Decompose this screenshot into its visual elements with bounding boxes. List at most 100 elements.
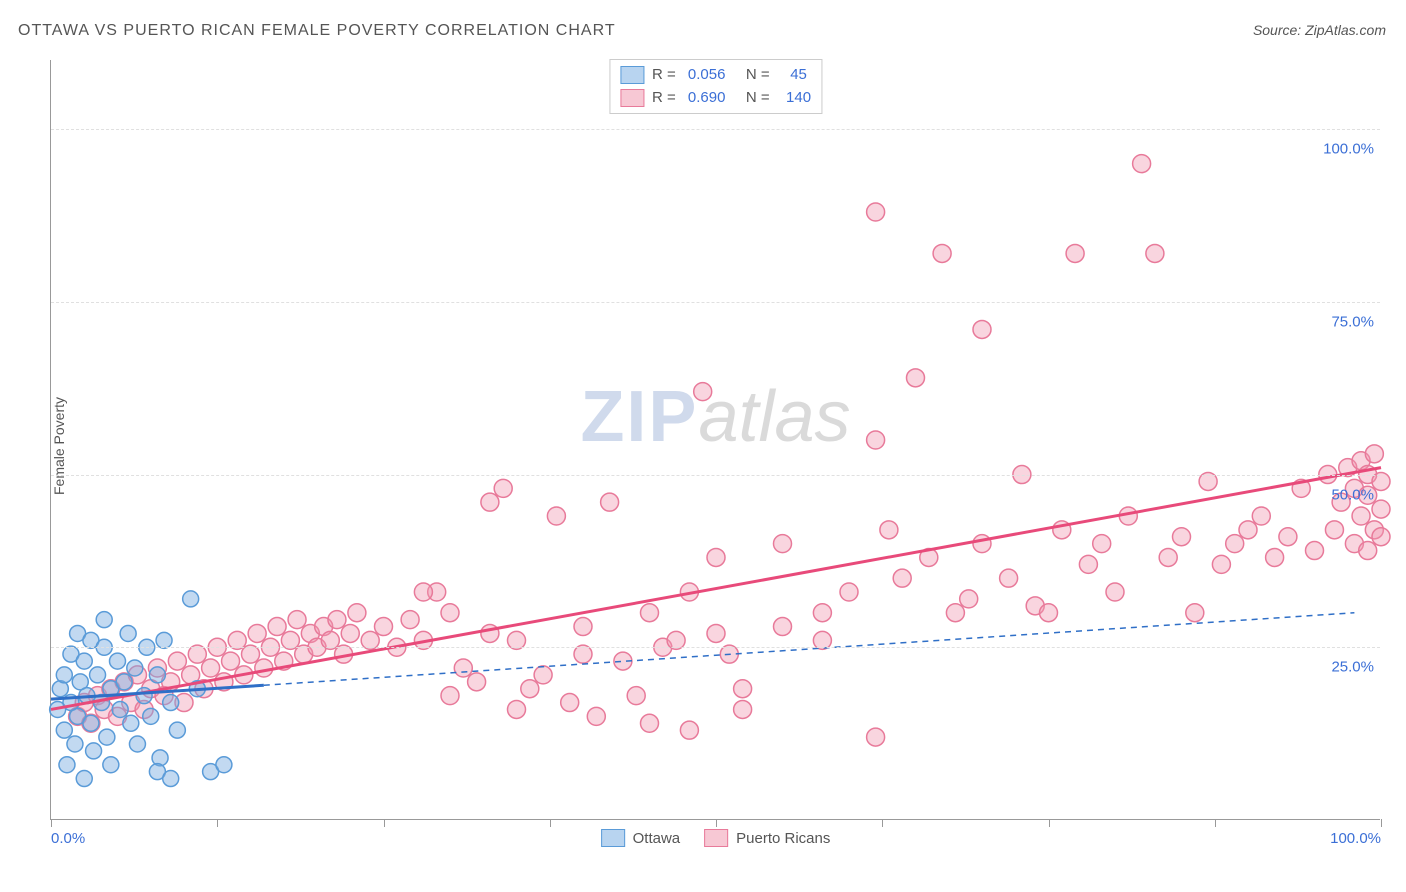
data-point: [813, 604, 831, 622]
data-point: [1365, 445, 1383, 463]
x-tick: [550, 819, 551, 827]
data-point: [168, 652, 186, 670]
data-point: [441, 604, 459, 622]
data-point: [1359, 542, 1377, 560]
data-point: [156, 632, 172, 648]
r-value: 0.690: [688, 87, 726, 110]
n-value: 140: [786, 87, 811, 110]
data-point: [129, 736, 145, 752]
data-point: [840, 583, 858, 601]
data-point: [1079, 555, 1097, 573]
x-tick: [716, 819, 717, 827]
data-point: [116, 674, 132, 690]
x-tick: [1215, 819, 1216, 827]
y-tick-label: 25.0%: [1331, 659, 1374, 676]
r-label: R =: [652, 64, 680, 87]
data-point: [96, 612, 112, 628]
data-point: [248, 624, 266, 642]
data-point: [587, 707, 605, 725]
gridline: [51, 129, 1380, 130]
data-point: [1000, 569, 1018, 587]
data-point: [86, 743, 102, 759]
legend-series: Ottawa Puerto Ricans: [601, 829, 831, 847]
data-point: [774, 535, 792, 553]
trend-line: [51, 468, 1381, 710]
data-point: [375, 618, 393, 636]
data-point: [1159, 548, 1177, 566]
source-label: Source: ZipAtlas.com: [1253, 22, 1386, 38]
data-point: [1239, 521, 1257, 539]
legend-swatch: [601, 829, 625, 847]
data-point: [341, 624, 359, 642]
y-tick-label: 100.0%: [1323, 141, 1374, 158]
data-point: [707, 548, 725, 566]
data-point: [774, 618, 792, 636]
y-tick-label: 75.0%: [1331, 313, 1374, 330]
data-point: [521, 680, 539, 698]
data-point: [707, 624, 725, 642]
data-point: [120, 625, 136, 641]
data-point: [59, 757, 75, 773]
data-point: [973, 535, 991, 553]
data-point: [867, 203, 885, 221]
data-point: [960, 590, 978, 608]
data-point: [534, 666, 552, 684]
data-point: [1186, 604, 1204, 622]
data-point: [508, 700, 526, 718]
data-point: [328, 611, 346, 629]
data-point: [641, 604, 659, 622]
data-point: [348, 604, 366, 622]
data-point: [56, 667, 72, 683]
legend-swatch: [620, 66, 644, 84]
data-point: [867, 431, 885, 449]
data-point: [547, 507, 565, 525]
legend-label: Puerto Ricans: [736, 830, 830, 847]
legend-stat-row: R = 0.056 N = 45: [620, 64, 811, 87]
data-point: [454, 659, 472, 677]
data-point: [734, 680, 752, 698]
data-point: [127, 660, 143, 676]
data-point: [601, 493, 619, 511]
data-point: [1133, 155, 1151, 173]
r-value: 0.056: [688, 64, 726, 87]
data-point: [481, 493, 499, 511]
data-point: [627, 687, 645, 705]
data-point: [202, 659, 220, 677]
data-point: [561, 694, 579, 712]
x-tick-label: 100.0%: [1330, 830, 1381, 847]
x-tick-label: 0.0%: [51, 830, 85, 847]
data-point: [1173, 528, 1191, 546]
data-point: [1146, 244, 1164, 262]
legend-item: Ottawa: [601, 829, 681, 847]
data-point: [183, 591, 199, 607]
data-point: [933, 244, 951, 262]
data-point: [163, 771, 179, 787]
data-point: [1040, 604, 1058, 622]
x-tick: [1381, 819, 1382, 827]
x-tick: [384, 819, 385, 827]
data-point: [83, 715, 99, 731]
data-point: [1266, 548, 1284, 566]
data-point: [907, 369, 925, 387]
data-point: [641, 714, 659, 732]
data-point: [1226, 535, 1244, 553]
gridline: [51, 647, 1380, 648]
data-point: [1212, 555, 1230, 573]
x-tick: [1049, 819, 1050, 827]
data-point: [149, 667, 165, 683]
data-point: [112, 701, 128, 717]
gridline: [51, 302, 1380, 303]
scatter-svg: [51, 60, 1380, 819]
r-label: R =: [652, 87, 680, 110]
legend-label: Ottawa: [633, 830, 681, 847]
data-point: [1106, 583, 1124, 601]
data-point: [99, 729, 115, 745]
data-point: [973, 320, 991, 338]
data-point: [1066, 244, 1084, 262]
x-tick: [882, 819, 883, 827]
data-point: [1372, 528, 1390, 546]
chart-title: OTTAWA VS PUERTO RICAN FEMALE POVERTY CO…: [18, 22, 616, 40]
data-point: [110, 653, 126, 669]
x-tick: [217, 819, 218, 827]
data-point: [255, 659, 273, 677]
